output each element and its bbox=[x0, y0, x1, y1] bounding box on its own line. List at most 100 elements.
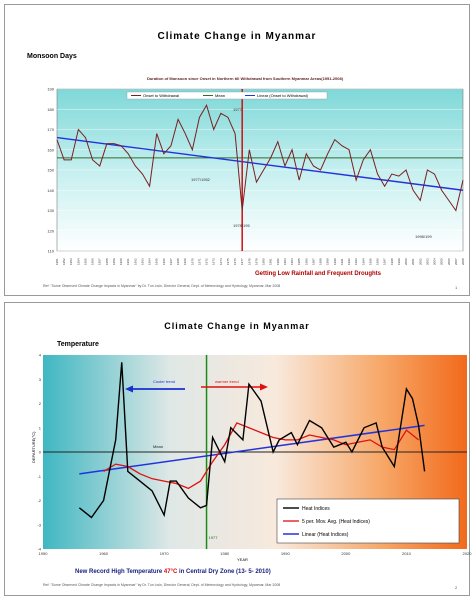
x-tick-label: 2007 bbox=[454, 258, 458, 265]
slide-title: Climate Change in Myanmar bbox=[157, 31, 317, 42]
x-tick-label: 1995 bbox=[368, 258, 372, 265]
x-tick-label: 1960 bbox=[99, 551, 109, 556]
x-tick-label: 2004 bbox=[433, 258, 437, 265]
x-tick-label: 1993 bbox=[354, 258, 358, 265]
x-tick-label: 1989 bbox=[326, 258, 330, 265]
x-tick-label: 1950 bbox=[39, 551, 49, 556]
x-tick-label: 1957 bbox=[98, 258, 102, 265]
trend-line bbox=[56, 136, 464, 191]
x-tick-label: 1970 bbox=[190, 258, 194, 265]
x-tick-label: 1980 bbox=[220, 551, 230, 556]
heat-indices-series bbox=[78, 362, 426, 519]
warmer-trend-arrow bbox=[201, 383, 268, 391]
y-tick-label: 180 bbox=[47, 107, 54, 112]
x-tick-label: 1981 bbox=[269, 258, 273, 265]
x-tick-label: 1965 bbox=[155, 258, 159, 265]
y-tick-label: -2 bbox=[37, 498, 41, 503]
y-tick-label: 140 bbox=[47, 188, 54, 193]
moving-average-series bbox=[103, 422, 419, 490]
monsoon-days-series bbox=[56, 103, 464, 212]
x-tick-label: 2010 bbox=[402, 551, 412, 556]
annotation-1977: 1977 bbox=[233, 107, 243, 112]
x-tick-label: 1979 bbox=[254, 258, 258, 265]
x-tick-label: 2020 bbox=[463, 551, 473, 556]
y-tick-label: 4 bbox=[39, 353, 42, 358]
x-tick-label: 1972 bbox=[205, 258, 209, 265]
y-tick-label: 3 bbox=[39, 377, 42, 382]
legend-item-moving-average: 5 per. Mov. Avg. (Heat Indices) bbox=[302, 519, 370, 525]
slide-monsoon: Climate Change in Myanmar Monsoon Days D… bbox=[4, 4, 470, 296]
y-tick-label: 110 bbox=[48, 249, 55, 254]
y-tick-label: -3 bbox=[37, 522, 41, 527]
x-tick-label: 1975 bbox=[226, 258, 230, 265]
x-tick-label: 1964 bbox=[148, 258, 152, 265]
x-tick-label: 1978 bbox=[247, 258, 251, 265]
x-tick-label: 1963 bbox=[140, 258, 144, 265]
y-tick-label: 160 bbox=[47, 147, 54, 152]
y-tick-label: 170 bbox=[47, 127, 54, 132]
x-tick-label: 2005 bbox=[440, 258, 444, 265]
y-tick-label: 2 bbox=[39, 401, 42, 406]
slide-subtitle: Monsoon Days bbox=[27, 53, 77, 60]
x-tick-label: 1966 bbox=[162, 258, 166, 265]
x-tick-label: 1984 bbox=[290, 258, 294, 265]
y-axis-label: DEPARTURE(°C) bbox=[31, 431, 36, 463]
x-tick-label: 1954 bbox=[76, 258, 80, 265]
x-tick-label: 1991 bbox=[340, 258, 344, 265]
x-tick-label: 2003 bbox=[425, 258, 429, 265]
x-tick-label: 1962 bbox=[133, 258, 137, 265]
chart-caption: New Record High Temperature 47°C in Cent… bbox=[75, 569, 271, 575]
x-tick-label: 1959 bbox=[112, 258, 116, 265]
x-tick-label: 1968 bbox=[176, 258, 180, 265]
cooler-trend-label: Cooler trend bbox=[153, 379, 175, 384]
annotation-1977-1952: 1977/1952 bbox=[191, 177, 211, 182]
chart-legend: Onset to Withdrawal Mean Linear (Onset t… bbox=[126, 91, 328, 100]
slide-title: Climate Change in Myanmar bbox=[164, 321, 310, 331]
x-tick-label: 1996 bbox=[376, 258, 380, 265]
y-tick-label: 190 bbox=[47, 87, 54, 92]
x-tick-label: 1952 bbox=[62, 258, 66, 265]
x-tick-label: 1988 bbox=[319, 258, 323, 265]
legend-item-mean: Mean bbox=[215, 93, 225, 98]
x-tick-label: 1997 bbox=[383, 258, 387, 265]
caption-highlight: 47°C bbox=[163, 569, 178, 575]
x-tick-label: 1994 bbox=[361, 258, 365, 265]
chart-legend: Heat Indices 5 per. Mov. Avg. (Heat Indi… bbox=[276, 498, 460, 544]
x-axis-label: YEAR bbox=[237, 557, 248, 562]
page-number: 1 bbox=[455, 285, 458, 290]
warmer-trend-label: warmer trend bbox=[215, 379, 239, 384]
annotation-1998-199: 1998/199 bbox=[415, 234, 432, 239]
x-tick-label: 2002 bbox=[418, 258, 422, 265]
reference-note: Ref: "Some Observed Climate Change Impac… bbox=[43, 583, 281, 587]
x-tick-label: 1970 bbox=[160, 551, 170, 556]
x-tick-label: 1971 bbox=[197, 258, 201, 265]
monsoon-chart: 110 120 130 140 150 160 170 180 190 1951 1952 1953… bbox=[47, 87, 465, 266]
temperature-chart: -4 -3 -2 -1 0 1 2 3 4 1950 1960 1970 1980 1990 2000 20… bbox=[31, 353, 473, 563]
legend-item-onset: Onset to Withdrawal bbox=[143, 93, 179, 98]
x-tick-label: 1982 bbox=[276, 258, 280, 265]
y-tick-label: 0 bbox=[39, 450, 42, 455]
annotation-1978-195: 1978/195 bbox=[233, 223, 250, 228]
y-tick-label: 150 bbox=[47, 168, 54, 173]
x-tick-label: 1990 bbox=[333, 258, 337, 265]
slide-subtitle: Temperature bbox=[57, 341, 99, 348]
x-tick-label: 1987 bbox=[311, 258, 315, 265]
chart-caption: Getting Low Rainfall and Frequent Drough… bbox=[255, 271, 381, 277]
x-tick-label: 2001 bbox=[411, 258, 415, 265]
y-tick-label: 130 bbox=[47, 208, 54, 213]
x-tick-label: 1967 bbox=[169, 258, 173, 265]
slide-temperature: Climate Change in Myanmar Temperature -4… bbox=[4, 302, 473, 596]
reference-note: Ref: "Some Observed Climate Change Impac… bbox=[43, 284, 281, 288]
page-number: 2 bbox=[455, 585, 458, 590]
x-tick-label: 1998 bbox=[390, 258, 394, 265]
x-tick-label: 1960 bbox=[119, 258, 123, 265]
y-tick-label: 1 bbox=[39, 425, 42, 430]
legend-item-heat: Heat Indices bbox=[302, 506, 330, 512]
x-tick-label: 1992 bbox=[347, 258, 351, 265]
x-tick-label: 1953 bbox=[69, 258, 73, 265]
caption-prefix: New Record High Temperature bbox=[75, 569, 164, 575]
cooler-trend-arrow bbox=[125, 385, 185, 393]
x-tick-label: 1974 bbox=[219, 258, 223, 265]
x-tick-label: 1990 bbox=[281, 551, 291, 556]
x-tick-label: 1985 bbox=[297, 258, 301, 265]
